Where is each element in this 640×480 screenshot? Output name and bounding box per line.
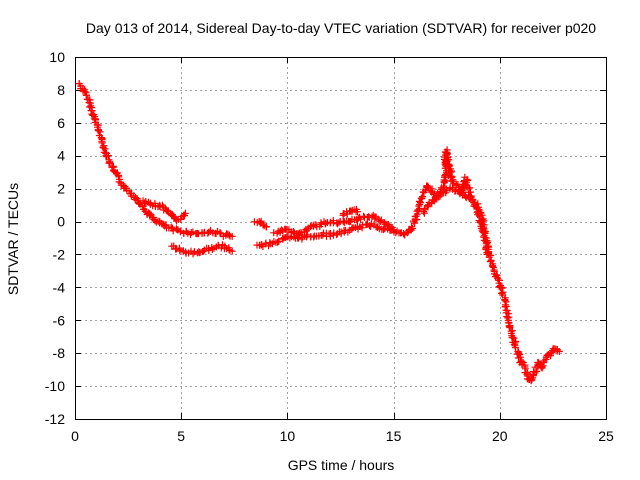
data-point	[181, 209, 189, 217]
chart-title: Day 013 of 2014, Sidereal Day-to-day VTE…	[86, 20, 596, 36]
series-segment-bump	[339, 205, 361, 219]
data-point	[449, 176, 457, 184]
x-tick-label: 10	[280, 428, 296, 444]
data-point	[189, 228, 197, 236]
y-tick-label: 6	[57, 115, 65, 131]
y-tick-label: 2	[57, 181, 65, 197]
data-point	[539, 362, 547, 370]
data-point	[228, 232, 236, 240]
axis-ticks	[75, 57, 607, 420]
data-point	[228, 247, 236, 255]
data-point	[512, 344, 519, 352]
data-point	[466, 184, 474, 192]
data-point	[82, 91, 90, 99]
x-tick-label: 15	[386, 428, 402, 444]
series-segment-lower-branch	[168, 241, 236, 258]
series-segment-mid-track	[250, 217, 270, 231]
x-tick-label: 25	[598, 428, 614, 444]
data-point	[390, 226, 398, 234]
data-point	[510, 341, 518, 348]
data-point	[468, 195, 476, 203]
y-tick-label: 0	[57, 214, 65, 230]
y-tick-label: -6	[53, 312, 66, 328]
data-point	[205, 247, 213, 254]
series-segment-peak-spike	[440, 146, 455, 176]
data-point	[297, 229, 305, 236]
data-point	[510, 334, 518, 342]
y-tick-label: -8	[53, 345, 66, 361]
data-point	[208, 245, 216, 253]
data-point	[96, 128, 104, 136]
data-point	[385, 222, 393, 230]
data-point	[170, 213, 178, 221]
y-tick-label: 8	[57, 82, 65, 98]
data-marks	[75, 80, 563, 385]
data-point	[216, 229, 224, 237]
data-point	[408, 223, 416, 231]
data-point	[106, 159, 114, 167]
x-tick-label: 0	[71, 428, 79, 444]
data-point	[555, 348, 563, 355]
y-tick-label: -2	[53, 246, 66, 262]
data-point	[489, 263, 497, 271]
y-tick-label: 10	[49, 49, 65, 65]
data-point	[474, 200, 482, 208]
y-tick-label: 4	[57, 148, 65, 164]
series-segment-mid-upper	[270, 211, 398, 238]
data-point	[464, 177, 472, 184]
y-axis-label: SDTVAR / TECUs	[5, 183, 21, 295]
y-tick-label: -12	[45, 411, 65, 427]
data-point	[81, 88, 89, 96]
x-tick-label: 20	[492, 428, 508, 444]
data-point	[384, 220, 392, 228]
data-point	[400, 230, 408, 237]
data-point	[425, 183, 432, 191]
data-point	[416, 199, 424, 206]
data-point	[414, 206, 422, 214]
data-point	[151, 199, 159, 207]
data-point	[447, 168, 455, 176]
data-point	[409, 225, 417, 232]
data-point	[262, 223, 270, 230]
series-segment-main-track	[75, 80, 236, 240]
y-tick-label: -4	[53, 279, 66, 295]
data-point	[275, 237, 283, 245]
data-point	[225, 246, 233, 254]
x-tick-labels: 0 5 10 15 20 25	[71, 428, 614, 444]
x-tick-label: 5	[177, 428, 185, 444]
data-point	[354, 208, 361, 216]
x-axis-label: GPS time / hours	[288, 457, 395, 473]
data-point	[101, 145, 109, 153]
plot-frame	[75, 57, 607, 420]
data-point	[377, 218, 385, 226]
y-tick-label: -10	[45, 378, 65, 394]
series-segment-upper-branch	[139, 197, 189, 225]
data-point	[418, 194, 426, 202]
data-point	[424, 182, 432, 190]
data-point	[90, 115, 98, 123]
data-point	[274, 238, 282, 246]
series-segment-post-peak	[420, 184, 492, 258]
data-point	[95, 127, 102, 135]
data-point	[533, 367, 541, 375]
data-point	[483, 251, 491, 258]
y-tick-labels: -12 -10 -8 -6 -4 -2 0 2 4 6 8 10	[45, 49, 65, 427]
